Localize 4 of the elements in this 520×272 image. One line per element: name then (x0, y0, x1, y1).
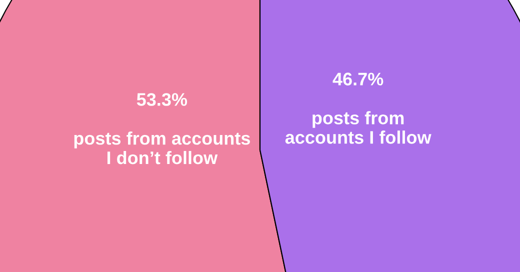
data-label: 53.3% (136, 93, 188, 106)
slice-label: posts from accounts I don’t follow (74, 132, 250, 164)
data-label: 46.7% (332, 72, 384, 86)
slice-label: posts from accounts I follow (285, 111, 432, 144)
